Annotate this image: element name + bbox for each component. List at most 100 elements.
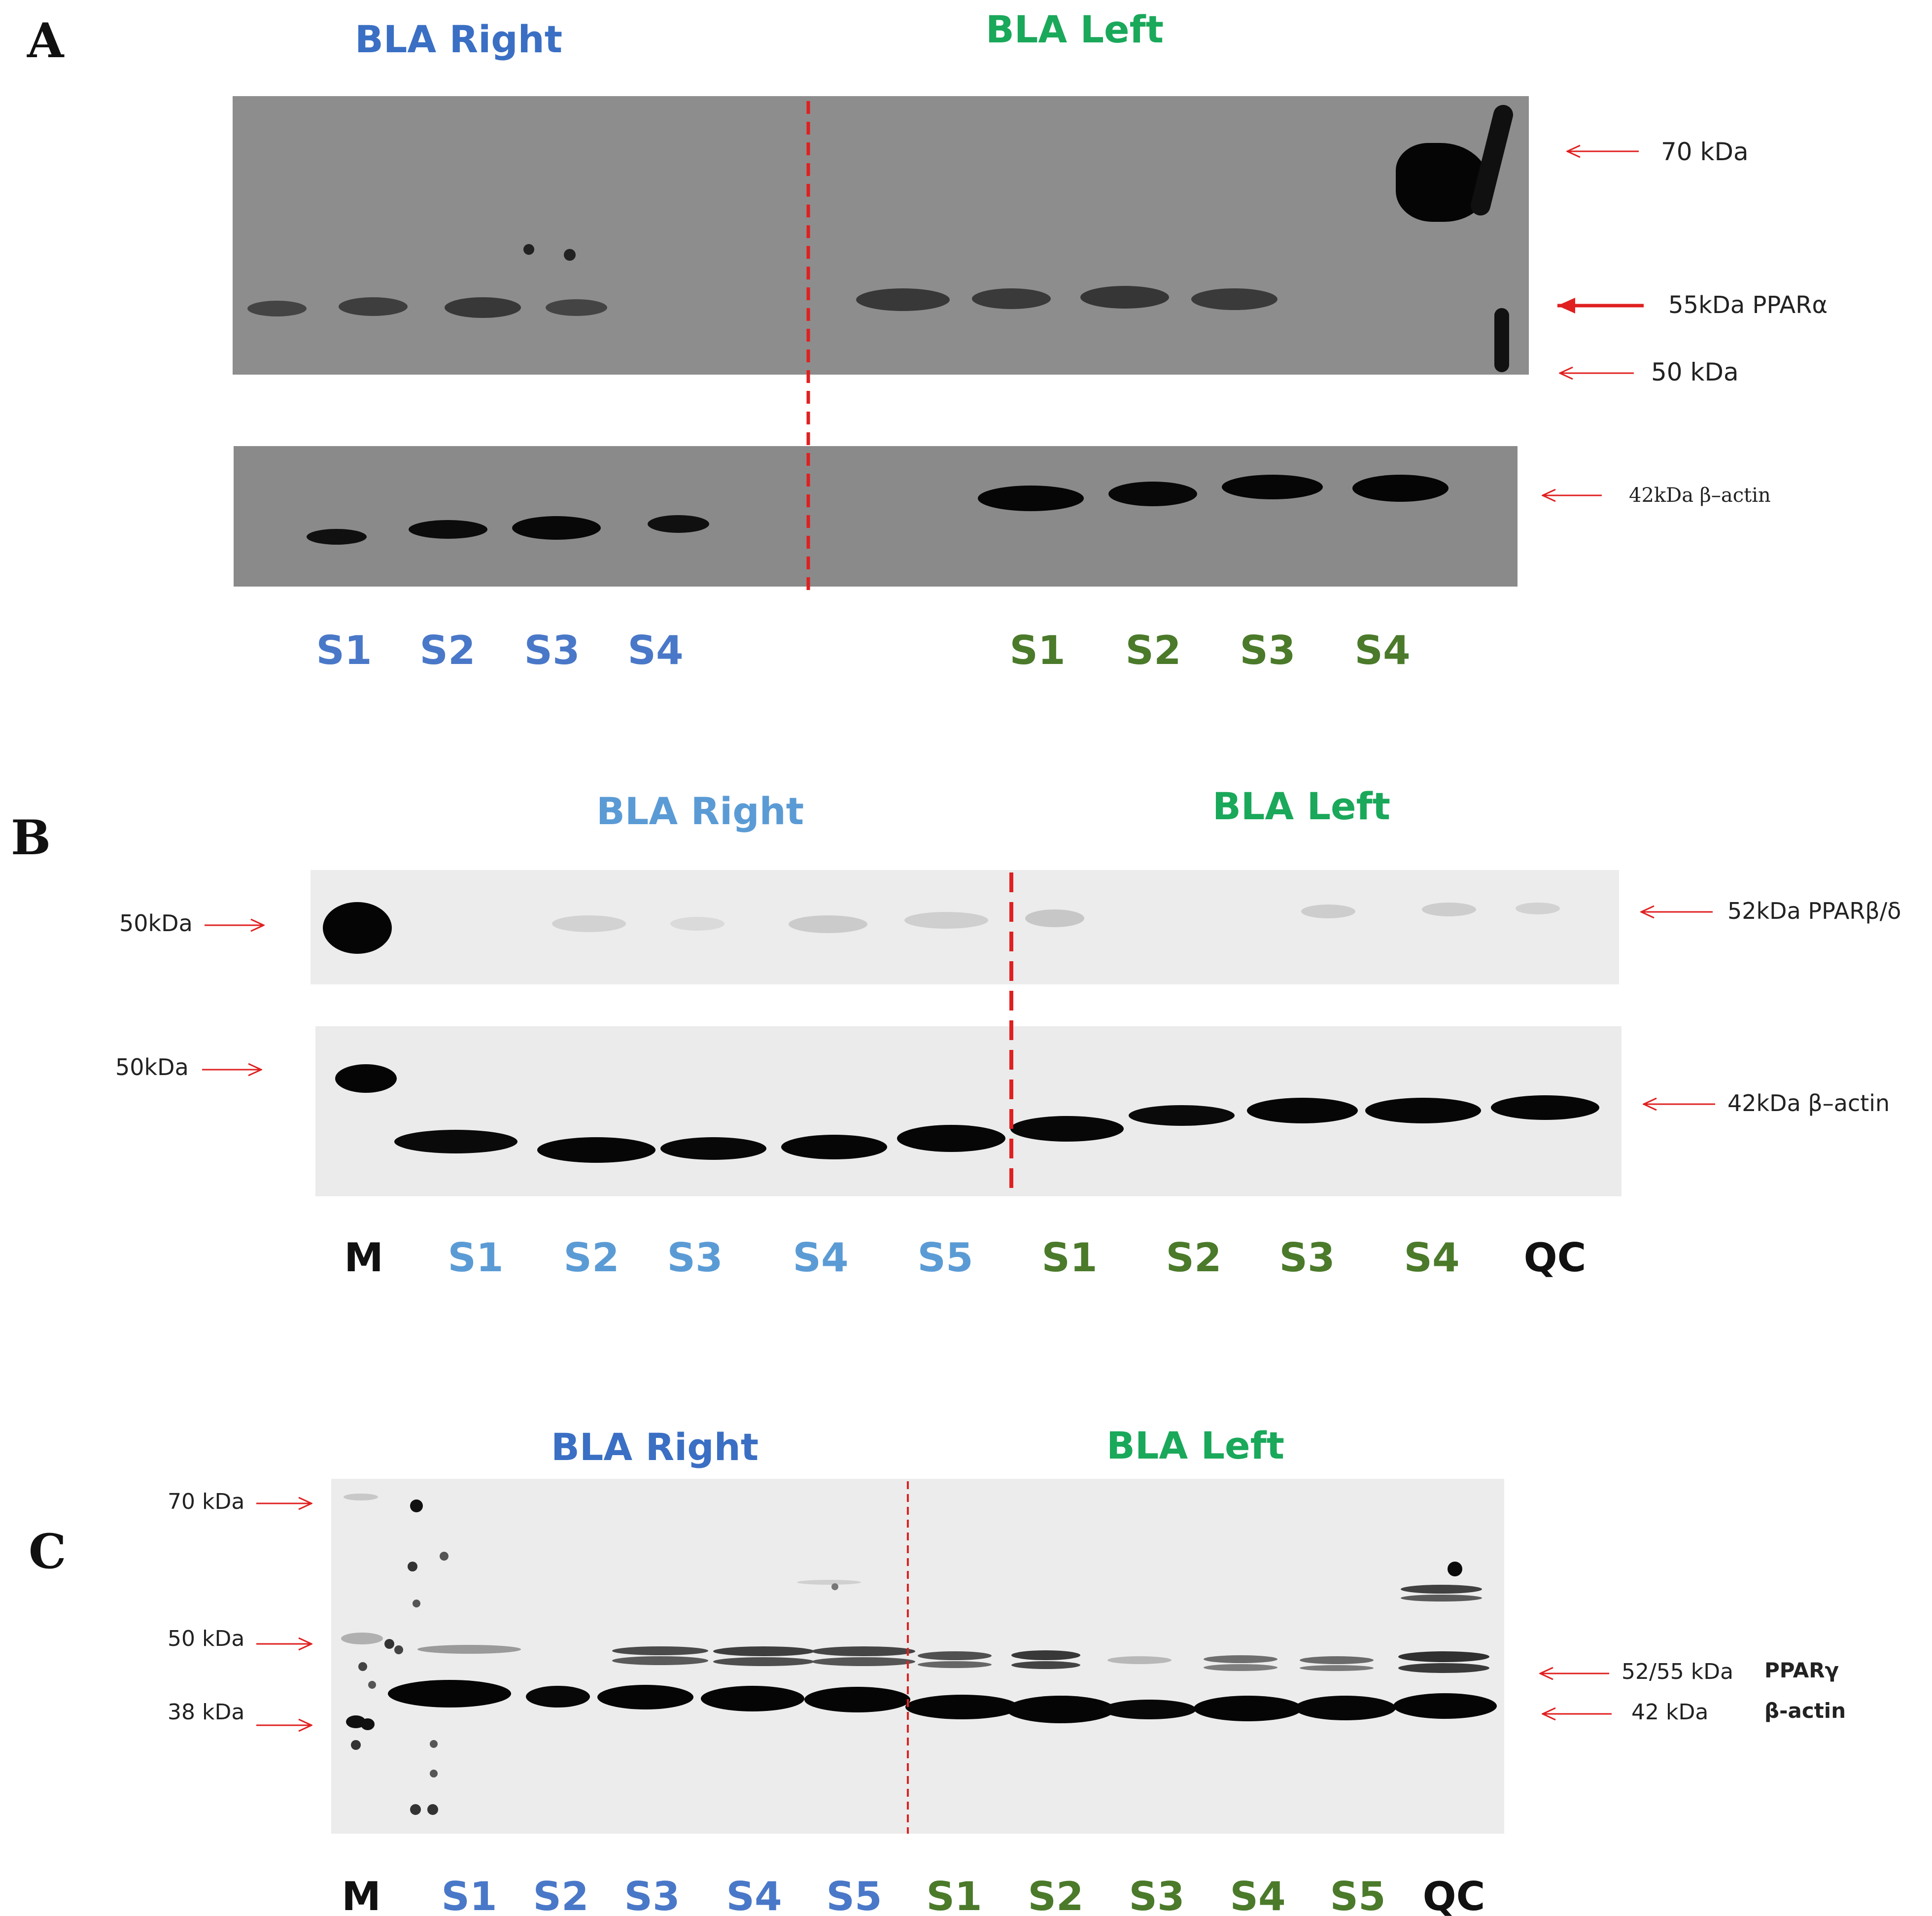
band (247, 301, 307, 316)
marker-smear (1494, 308, 1509, 372)
panelc-lane-black-m: M (342, 1874, 381, 1916)
panelc-lane-right-s1: S1 (441, 1874, 497, 1916)
panel-b-bla-right-label: BLA Right (596, 789, 804, 833)
speck (523, 244, 534, 255)
panelc-lane-right-s2: S2 (533, 1874, 589, 1916)
band (978, 486, 1084, 511)
panel-a-mw-actin: 42kDa β–actin (1629, 484, 1771, 507)
band (1422, 903, 1476, 916)
panel-c-bla-left-label: BLA Left (1106, 1424, 1284, 1467)
band (1295, 1696, 1396, 1720)
band (552, 915, 626, 932)
panel-c-actin-label: β-actin (1764, 1699, 1846, 1723)
panel-a-lane-right-s4: S4 (627, 627, 684, 673)
speck (384, 1639, 394, 1649)
marker-band (323, 902, 392, 954)
panel-c-mw-42: 42 kDa (1631, 1700, 1709, 1725)
speck (430, 1740, 438, 1748)
band (1080, 286, 1169, 309)
panelb-lane-right-s3: S3 (667, 1235, 723, 1281)
panel-a-lane-right-s3: S3 (524, 627, 580, 673)
band (1365, 1098, 1481, 1123)
panel-a-mw-50: 50 kDa (1651, 358, 1739, 386)
band (1191, 288, 1277, 310)
panelc-lane-right-s4: S4 (726, 1874, 782, 1916)
panelb-lane-right-s4: S4 (793, 1235, 849, 1281)
marker-band (344, 1494, 378, 1500)
band (388, 1680, 511, 1707)
panelc-lane-left-s1: S1 (926, 1874, 982, 1916)
panel-c-ppar-gamma-label: PPARγ (1764, 1658, 1839, 1682)
marker-band (335, 1064, 397, 1093)
speck (413, 1600, 420, 1607)
panel-a-letter: A (27, 13, 64, 69)
speck (361, 1718, 375, 1730)
panel-a-lane-right-s2: S2 (419, 627, 476, 673)
speck (368, 1681, 376, 1689)
panel-b-actin-blot (315, 1026, 1622, 1196)
band (648, 515, 709, 533)
band (1204, 1655, 1277, 1663)
band (1025, 909, 1084, 927)
band (1301, 905, 1355, 918)
panelb-lane-right-s1: S1 (448, 1235, 504, 1281)
band (1222, 475, 1323, 499)
band (812, 1646, 915, 1656)
band (789, 915, 867, 933)
panel-b-bla-left-label: BLA Left (1212, 784, 1390, 828)
panel-a-pparalpha-blot (233, 96, 1529, 375)
panel-a-bla-right-label: BLA Right (355, 17, 563, 61)
band (339, 297, 408, 316)
panelc-lane-right-s5: S5 (826, 1874, 882, 1916)
panel-a-bla-left-label: BLA Left (986, 7, 1164, 51)
speck (1448, 1562, 1462, 1576)
band (546, 299, 607, 316)
band (670, 917, 724, 931)
speck (394, 1645, 403, 1654)
panel-c-letter: C (29, 1524, 67, 1579)
band (1352, 475, 1449, 502)
speck (408, 1562, 417, 1571)
panel-a-lane-left-s3: S3 (1240, 627, 1296, 673)
band (394, 1130, 518, 1153)
band (897, 1125, 1005, 1152)
panelc-lane-left-s3: S3 (1129, 1874, 1185, 1916)
panel-a-mw-70: 70 kDa (1661, 138, 1749, 166)
panel-b-ppar-bd-blot (310, 870, 1619, 984)
panelb-lane-left-s3: S3 (1279, 1235, 1335, 1281)
band (713, 1646, 814, 1656)
band (904, 912, 988, 929)
panel-c-bla-right-label: BLA Right (551, 1425, 759, 1469)
panel-b-mw-ppar-bd: 52kDa PPARβ/δ (1727, 898, 1901, 924)
band (512, 516, 601, 540)
band (1398, 1651, 1489, 1662)
band (1129, 1105, 1235, 1126)
panelb-lane-black-qc: QC (1523, 1235, 1587, 1281)
panelc-lane-left-s2: S2 (1028, 1874, 1084, 1916)
panelb-lane-left-s4: S4 (1404, 1235, 1460, 1281)
band (1108, 482, 1197, 506)
band (445, 297, 521, 318)
band (307, 529, 367, 545)
band (409, 520, 487, 539)
panel-a-lane-left-s4: S4 (1354, 627, 1411, 673)
band (972, 288, 1051, 309)
panel-c-mw-50: 50 kDa (168, 1626, 245, 1651)
panel-a-lane-right-s1: S1 (316, 627, 372, 673)
speck (831, 1583, 838, 1590)
band (612, 1646, 708, 1655)
panelb-lane-black-m: M (344, 1235, 383, 1281)
band (918, 1661, 992, 1668)
band (713, 1657, 814, 1666)
panel-a-lane-left-s2: S2 (1125, 627, 1181, 673)
band (804, 1687, 910, 1712)
band (1247, 1098, 1358, 1123)
band (1103, 1700, 1196, 1719)
speck (358, 1662, 367, 1671)
panelc-lane-black-qc: QC (1422, 1874, 1485, 1916)
panelb-lane-left-s1: S1 (1041, 1235, 1098, 1281)
panelc-lane-left-s5: S5 (1330, 1874, 1386, 1916)
speck (427, 1804, 438, 1815)
marker-band (341, 1633, 383, 1644)
